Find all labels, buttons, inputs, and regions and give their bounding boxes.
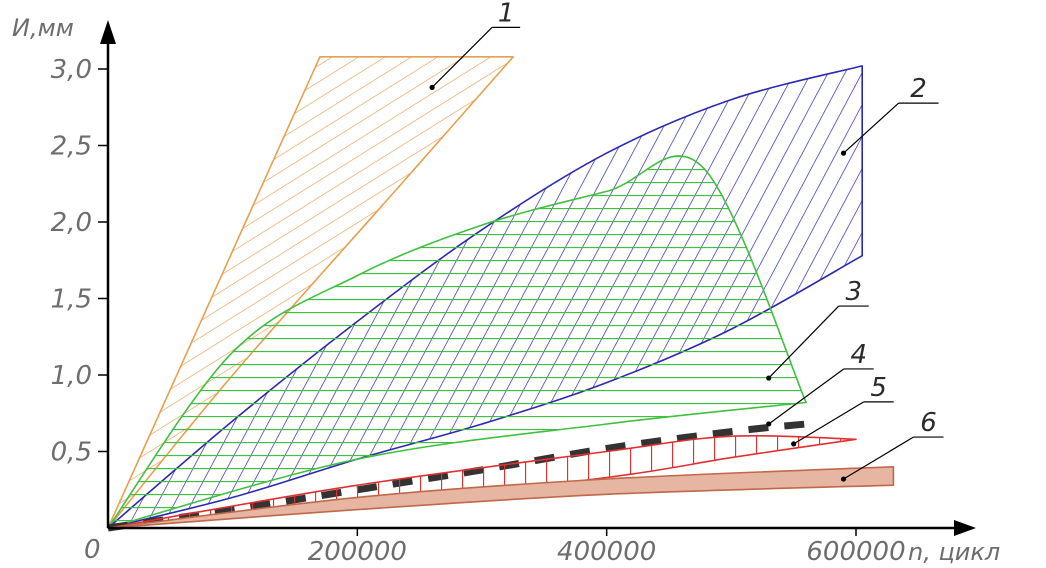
callout-leader — [843, 102, 899, 154]
callout-leader — [843, 436, 914, 480]
series-6-group — [107, 466, 895, 529]
y-tick-label: 0,5 — [51, 438, 92, 468]
origin-label: 0 — [84, 535, 101, 565]
callout-leader — [431, 26, 493, 88]
y-axis-arrow-icon — [100, 20, 116, 44]
series-6-area — [107, 466, 895, 529]
y-tick-label: 1,0 — [51, 361, 92, 391]
callout-label: 6 — [920, 408, 937, 438]
y-tick-label: 2,0 — [51, 208, 92, 238]
y-tick-label: 2,5 — [51, 132, 92, 162]
callout-layer: 1 2 3 45 6 — [429, 0, 944, 482]
x-axis-arrow-icon — [954, 520, 976, 536]
y-axis-title: И,мм — [12, 14, 74, 42]
callout-6: 6 — [840, 408, 944, 482]
callout-2: 2 — [840, 74, 939, 156]
callout-5: 5 — [791, 373, 894, 447]
callout-4: 4 — [766, 340, 874, 427]
callout-3: 3 — [766, 277, 869, 381]
series-3-area — [107, 155, 807, 529]
label-layer: И,мм n, цикл 0 — [12, 14, 1000, 566]
callout-1: 1 — [429, 0, 521, 90]
callout-leader — [793, 401, 864, 445]
callout-label: 3 — [845, 277, 862, 307]
series-3-group — [107, 155, 807, 529]
y-tick-label: 1,5 — [51, 285, 92, 315]
callout-label: 1 — [498, 0, 515, 28]
x-tick-label: 400000 — [557, 537, 656, 567]
x-tick-label: 200000 — [308, 537, 407, 567]
callout-label: 2 — [910, 74, 927, 104]
axes-layer — [100, 20, 976, 536]
area-layer — [107, 56, 895, 532]
callout-label: 5 — [870, 373, 887, 403]
callout-label: 4 — [850, 340, 867, 370]
tick-layer: 200000 400000 600000 0,5 1,0 1,5 2,0 2,5 3,0 — [51, 55, 906, 567]
x-axis-title: n, цикл — [908, 538, 1000, 566]
callout-leader — [768, 368, 845, 425]
x-tick-label: 600000 — [806, 537, 905, 567]
callout-leader — [768, 305, 840, 379]
y-tick-label: 3,0 — [51, 55, 92, 85]
